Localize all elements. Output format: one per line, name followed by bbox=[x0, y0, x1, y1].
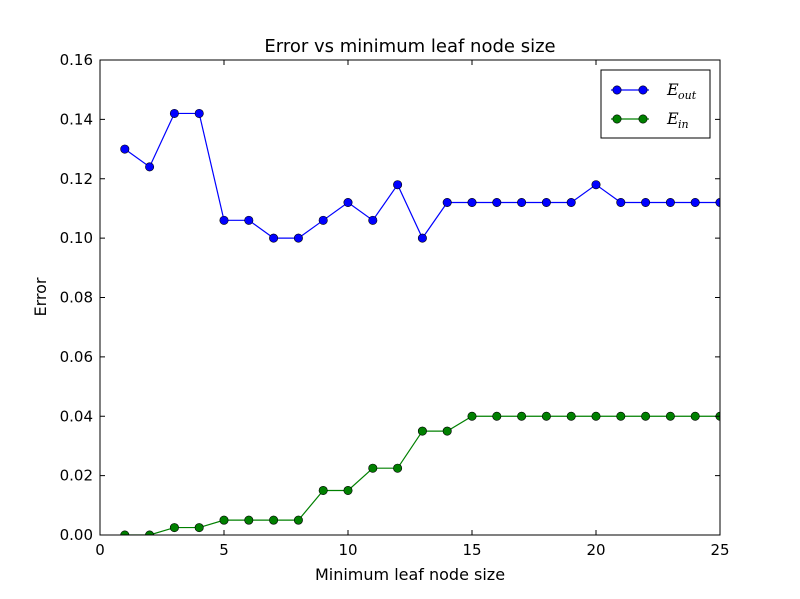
data-point-out bbox=[293, 233, 303, 243]
data-point-out bbox=[665, 198, 675, 208]
y-tick-label: 0.00 bbox=[60, 526, 93, 544]
data-point-out bbox=[318, 215, 328, 225]
legend-label-in: E bbox=[666, 109, 679, 128]
axis-ticks: 0 5 10 15 20 25 0.00 0.02 0.04 0.06 0.08 0.10 0.12 0.… bbox=[60, 51, 730, 559]
data-point-in bbox=[293, 515, 303, 525]
data-point-in bbox=[467, 411, 477, 421]
legend-marker-out bbox=[638, 85, 648, 95]
data-point-in bbox=[343, 485, 353, 495]
data-point-in bbox=[616, 411, 626, 421]
x-tick-label: 10 bbox=[338, 541, 357, 559]
legend-label-subscript-in: in bbox=[678, 118, 689, 131]
y-tick-label: 0.06 bbox=[60, 348, 93, 366]
data-point-out bbox=[343, 198, 353, 208]
data-point-out bbox=[616, 198, 626, 208]
legend-box bbox=[600, 69, 711, 139]
data-point-in bbox=[417, 426, 427, 436]
x-tick-label: 20 bbox=[586, 541, 605, 559]
legend-label-subscript-out: out bbox=[678, 89, 697, 102]
data-point-in bbox=[368, 463, 378, 473]
data-point-out bbox=[169, 108, 179, 118]
x-tick-label: 0 bbox=[95, 541, 105, 559]
data-point-out bbox=[492, 198, 502, 208]
data-point-out bbox=[566, 198, 576, 208]
data-point-in bbox=[269, 515, 279, 525]
data-point-out bbox=[517, 198, 527, 208]
data-point-out bbox=[219, 215, 229, 225]
data-point-out bbox=[269, 233, 279, 243]
data-point-in bbox=[442, 426, 452, 436]
y-tick-label: 0.04 bbox=[60, 407, 93, 425]
data-point-in bbox=[665, 411, 675, 421]
data-point-out bbox=[393, 180, 403, 190]
data-point-in bbox=[591, 411, 601, 421]
data-point-in bbox=[541, 411, 551, 421]
legend-label-out: E bbox=[666, 80, 679, 99]
data-point-out bbox=[442, 198, 452, 208]
x-axis-label: Minimum leaf node size bbox=[315, 565, 505, 584]
data-point-in bbox=[219, 515, 229, 525]
data-point-out bbox=[541, 198, 551, 208]
data-point-in bbox=[244, 515, 254, 525]
y-axis-label: Error bbox=[31, 277, 50, 316]
data-point-in bbox=[194, 523, 204, 533]
data-point-out bbox=[244, 215, 254, 225]
x-tick-label: 25 bbox=[710, 541, 729, 559]
data-point-in bbox=[690, 411, 700, 421]
x-tick-label: 15 bbox=[462, 541, 481, 559]
data-point-out bbox=[467, 198, 477, 208]
y-tick-label: 0.16 bbox=[60, 51, 93, 69]
data-point-in bbox=[492, 411, 502, 421]
chart-title: Error vs minimum leaf node size bbox=[264, 36, 555, 57]
data-point-out bbox=[417, 233, 427, 243]
data-point-in bbox=[318, 485, 328, 495]
data-point-in bbox=[169, 523, 179, 533]
data-point-out bbox=[591, 180, 601, 190]
y-tick-label: 0.02 bbox=[60, 467, 93, 485]
data-point-out bbox=[120, 144, 130, 154]
y-tick-label: 0.12 bbox=[60, 170, 93, 188]
legend-marker-in bbox=[638, 114, 648, 124]
legend-marker-out bbox=[612, 85, 622, 95]
data-point-out bbox=[641, 198, 651, 208]
y-tick-label: 0.14 bbox=[60, 110, 93, 128]
y-tick-label: 0.10 bbox=[60, 229, 93, 247]
data-point-out bbox=[145, 162, 155, 172]
y-tick-label: 0.08 bbox=[60, 289, 93, 307]
data-point-in bbox=[566, 411, 576, 421]
data-point-in bbox=[393, 463, 403, 473]
data-point-in bbox=[517, 411, 527, 421]
x-tick-label: 5 bbox=[219, 541, 229, 559]
plot-area bbox=[120, 108, 720, 535]
data-point-out bbox=[690, 198, 700, 208]
legend-marker-in bbox=[612, 114, 622, 124]
data-point-out bbox=[194, 108, 204, 118]
data-point-in bbox=[641, 411, 651, 421]
data-point-out bbox=[368, 215, 378, 225]
